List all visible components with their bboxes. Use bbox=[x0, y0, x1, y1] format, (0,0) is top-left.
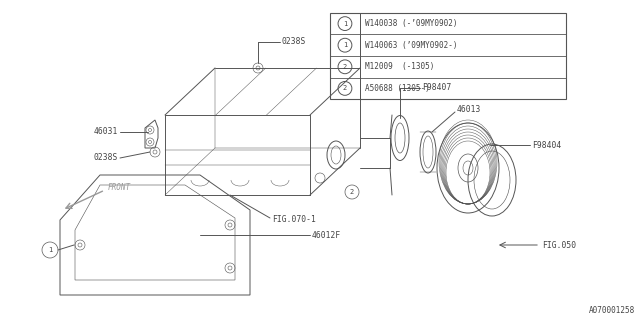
Bar bbox=[330, 13, 566, 99]
Text: FIG.050: FIG.050 bbox=[542, 241, 576, 250]
Text: M12009  (-1305): M12009 (-1305) bbox=[365, 62, 435, 71]
Text: 46031: 46031 bbox=[93, 127, 118, 137]
Text: A070001258: A070001258 bbox=[589, 306, 635, 315]
Text: 46012F: 46012F bbox=[312, 230, 341, 239]
Text: 1: 1 bbox=[343, 20, 347, 27]
Text: FIG.070-1: FIG.070-1 bbox=[272, 215, 316, 225]
Text: FRONT: FRONT bbox=[108, 183, 131, 193]
Text: A50688 (1305-): A50688 (1305-) bbox=[365, 84, 430, 93]
Text: 0238S: 0238S bbox=[282, 37, 307, 46]
Text: W140063 (’09MY0902-): W140063 (’09MY0902-) bbox=[365, 41, 458, 50]
Text: 1: 1 bbox=[48, 247, 52, 253]
Text: 46013: 46013 bbox=[457, 106, 481, 115]
Text: 2: 2 bbox=[350, 189, 354, 195]
Text: 0238S: 0238S bbox=[93, 154, 118, 163]
Text: 1: 1 bbox=[343, 42, 347, 48]
Text: F98407: F98407 bbox=[422, 84, 451, 92]
Text: 2: 2 bbox=[343, 64, 347, 70]
Text: 2: 2 bbox=[343, 85, 347, 92]
Text: W140038 (-’09MY0902): W140038 (-’09MY0902) bbox=[365, 19, 458, 28]
Text: F98404: F98404 bbox=[532, 140, 561, 149]
